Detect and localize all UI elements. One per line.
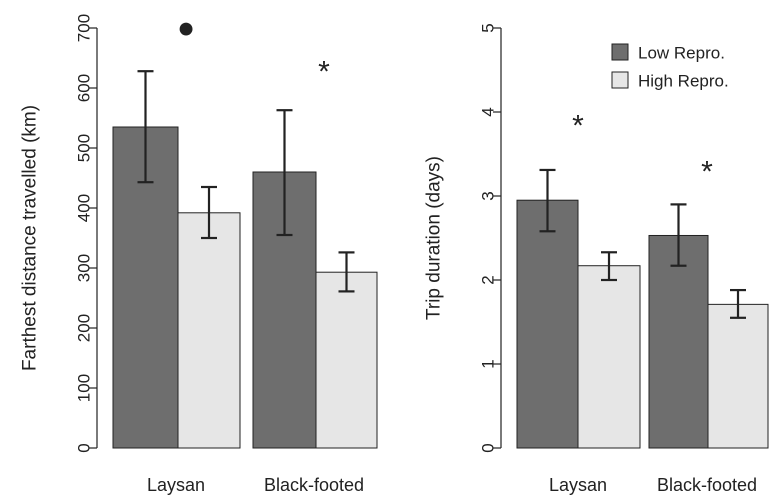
legend-label: Low Repro. bbox=[638, 44, 725, 63]
y-tick-label: 100 bbox=[75, 374, 94, 402]
y-tick-label: 300 bbox=[75, 254, 94, 282]
y-tick-label: 500 bbox=[75, 134, 94, 162]
significance-marker: * bbox=[701, 156, 713, 189]
significance-marker: * bbox=[318, 56, 330, 89]
bar-high-1 bbox=[707, 303, 769, 449]
y-tick-label: 700 bbox=[75, 14, 94, 42]
x-category-label: Black-footed bbox=[264, 475, 364, 495]
y-tick-label: 4 bbox=[479, 107, 498, 116]
significance-marker: ● bbox=[177, 12, 195, 45]
duration-panel: 0 1 2 3 4 5 Trip duration (days) Laysan Black-fo… bbox=[424, 23, 769, 495]
y-tick-label: 2 bbox=[479, 275, 498, 284]
y-axis-title: Farthest distance travelled (km) bbox=[20, 105, 41, 371]
y-tick-label: 3 bbox=[479, 191, 498, 200]
x-category-label: Laysan bbox=[549, 475, 607, 495]
legend-swatch-high bbox=[611, 71, 629, 89]
legend-swatch-low bbox=[611, 43, 629, 61]
y-tick-label: 200 bbox=[75, 314, 94, 342]
bar-high-1 bbox=[315, 271, 378, 449]
bar-high-0 bbox=[177, 212, 241, 449]
y-tick-label: 0 bbox=[75, 443, 94, 452]
legend-label: High Repro. bbox=[638, 72, 729, 91]
y-axis-title: Trip duration (days) bbox=[424, 156, 445, 320]
x-category-label: Laysan bbox=[147, 475, 205, 495]
y-tick-label: 5 bbox=[479, 23, 498, 32]
significance-marker: * bbox=[572, 110, 584, 143]
y-tick-label: 1 bbox=[479, 359, 498, 368]
bar-high-0 bbox=[577, 265, 641, 449]
y-tick-label: 600 bbox=[75, 74, 94, 102]
bar-low-1 bbox=[648, 234, 709, 449]
distance-panel: 0 100 200 300 400 500 600 700 Farthest distance … bbox=[20, 12, 378, 495]
bar-low-0 bbox=[516, 199, 579, 449]
x-category-label: Black-footed bbox=[657, 475, 757, 495]
y-tick-label: 0 bbox=[479, 443, 498, 452]
y-tick-label: 400 bbox=[75, 194, 94, 222]
